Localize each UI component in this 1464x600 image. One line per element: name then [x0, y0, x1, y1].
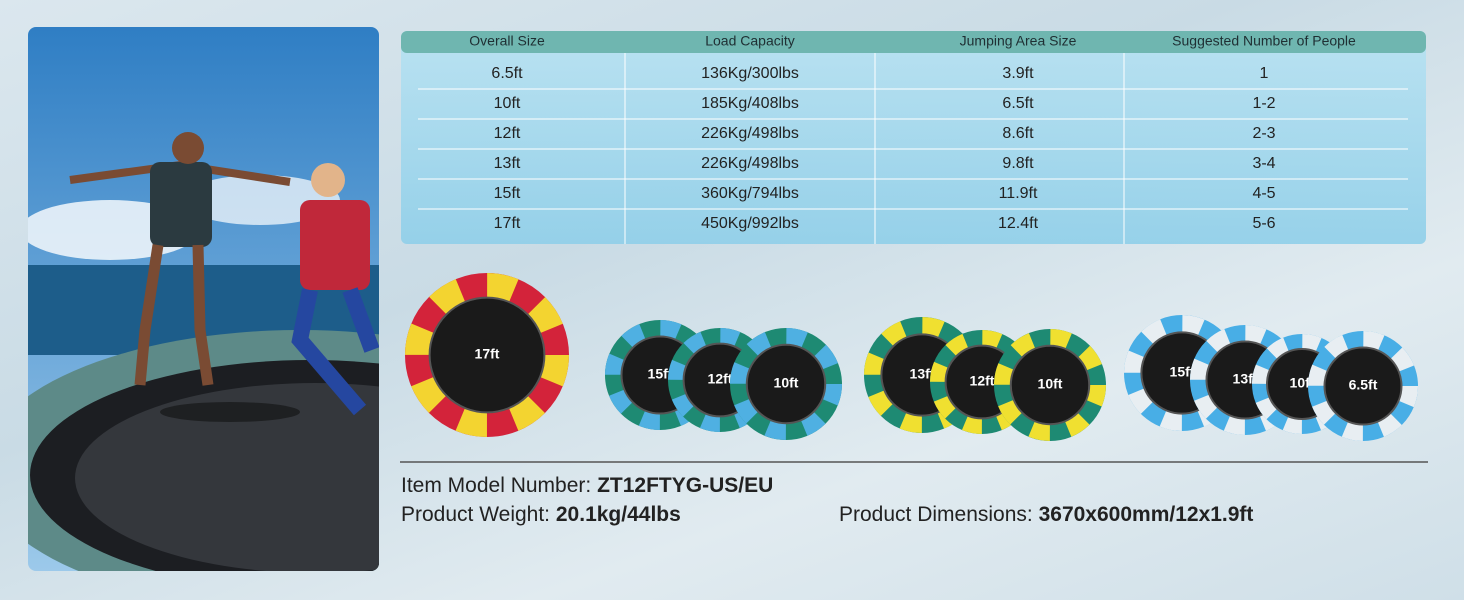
photo	[28, 27, 379, 571]
spec-label: Item Model Number:	[401, 474, 592, 497]
table-cell: 6.5ft	[491, 65, 523, 82]
spec-model: Item Model Number: ZT12FTYG-US/EU	[401, 474, 773, 498]
trampoline-mat	[745, 343, 827, 425]
trampoline-segments	[994, 328, 1107, 441]
trampoline-label: 6.5ft	[1349, 377, 1378, 393]
table-cell: 15ft	[494, 185, 521, 202]
table-cell: 3-4	[1252, 155, 1275, 172]
trampoline-label: 17ft	[475, 346, 500, 362]
table-cell: 6.5ft	[1002, 95, 1034, 112]
trampoline-mat	[428, 296, 546, 414]
trampoline-segments	[1308, 331, 1418, 441]
table-cell: 9.8ft	[1002, 155, 1034, 172]
table-cell: 450Kg/992lbs	[701, 215, 799, 232]
trampoline-mat	[1009, 344, 1091, 426]
spec-label: Product Dimensions:	[839, 503, 1033, 526]
table-cell: 136Kg/300lbs	[701, 65, 799, 82]
trampoline-label: 13ft	[910, 366, 935, 382]
trampoline-segments	[730, 327, 843, 440]
trampoline-mat	[1323, 346, 1403, 426]
table-cell: 8.6ft	[1002, 125, 1034, 142]
table-header: Overall Size	[469, 33, 545, 49]
table-cell: 3.9ft	[1002, 65, 1034, 82]
table-header-bg	[401, 31, 1426, 53]
table-cell: 12.4ft	[998, 215, 1039, 232]
trampoline-label: 10ft	[774, 375, 799, 391]
table-header: Load Capacity	[705, 33, 795, 49]
table-cell: 12ft	[494, 125, 521, 142]
table-cell: 17ft	[494, 215, 521, 232]
trampoline-label: 15ft	[648, 366, 673, 382]
table-cell: 2-3	[1252, 125, 1275, 142]
table-cell: 1-2	[1252, 95, 1275, 112]
table-cell: 4-5	[1252, 185, 1275, 202]
table-cell: 13ft	[494, 155, 521, 172]
trampoline-label: 13ft	[1233, 371, 1258, 387]
spec-value: ZT12FTYG-US/EU	[597, 474, 774, 497]
table-header: Suggested Number of People	[1172, 33, 1356, 49]
spec-weight: Product Weight: 20.1kg/44lbs	[401, 503, 681, 527]
trampoline-label: 12ft	[970, 373, 995, 389]
table-cell: 10ft	[494, 95, 521, 112]
spec-dimensions: Product Dimensions: 3670x600mm/12x1.9ft	[839, 503, 1253, 527]
table-cell: 226Kg/498lbs	[701, 155, 799, 172]
table-cell: 226Kg/498lbs	[701, 125, 799, 142]
spec-value: 20.1kg/44lbs	[555, 503, 681, 526]
table-cell: 1	[1260, 65, 1269, 82]
table-cell: 5-6	[1252, 215, 1275, 232]
table-cell: 360Kg/794lbs	[701, 185, 799, 202]
trampoline-label: 12ft	[708, 371, 733, 387]
trampoline-label: 10ft	[1038, 376, 1063, 392]
spec-label: Product Weight:	[401, 503, 551, 526]
table-cell: 185Kg/408lbs	[701, 95, 799, 112]
trampoline-label: 15ft	[1170, 364, 1195, 380]
trampoline-segments	[404, 272, 569, 437]
table-cell: 11.9ft	[999, 185, 1038, 202]
table-header: Jumping Area Size	[960, 33, 1077, 49]
spec-value: 3670x600mm/12x1.9ft	[1038, 503, 1254, 526]
table-bg	[401, 31, 1426, 244]
